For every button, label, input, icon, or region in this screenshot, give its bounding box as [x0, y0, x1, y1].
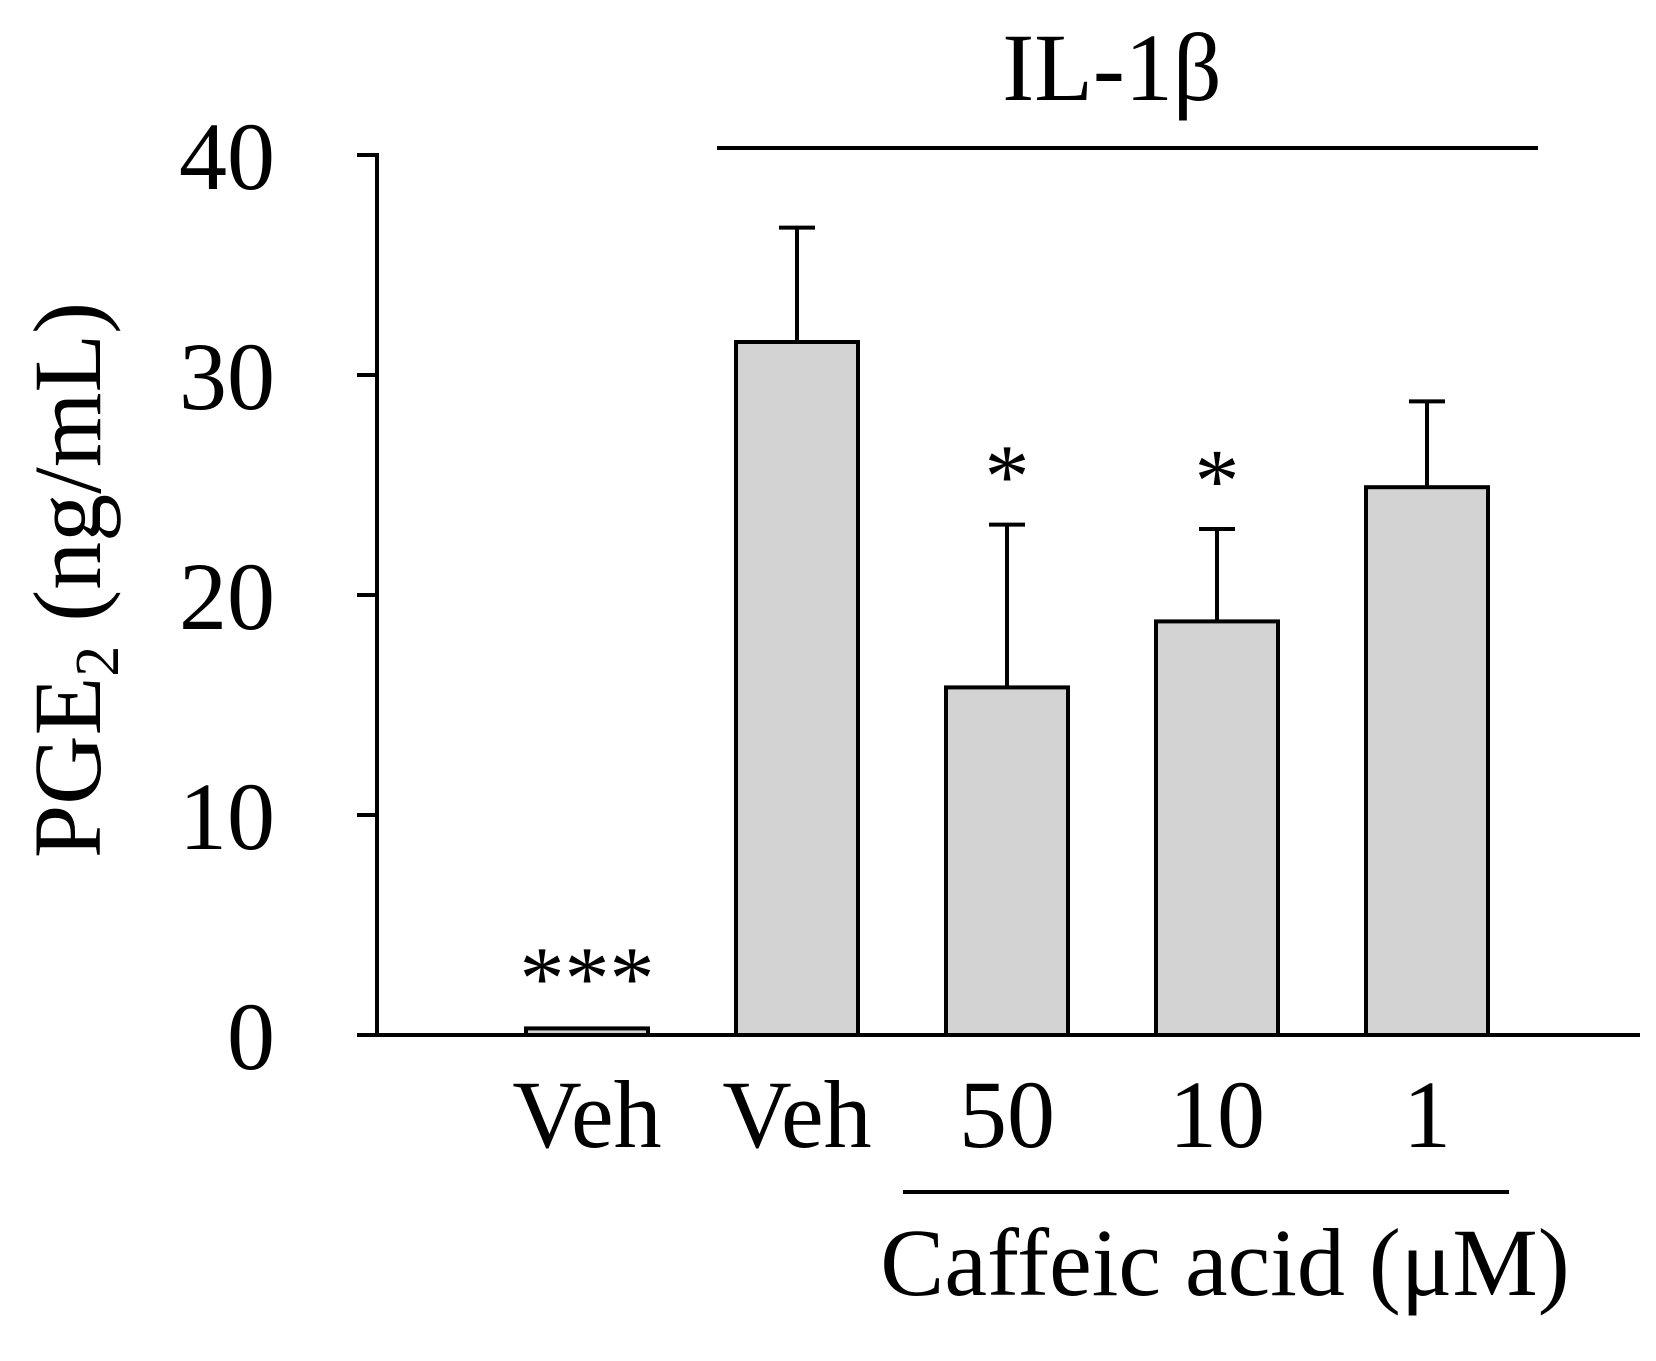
significance-marker-0: ***	[520, 929, 655, 1028]
bar-4	[1364, 485, 1490, 1037]
x-tick-label-1: Veh	[722, 1061, 871, 1168]
bar-3	[1154, 619, 1280, 1038]
bar-0	[524, 1026, 650, 1038]
x-tick-label-0: Veh	[512, 1061, 661, 1168]
significance-marker-3: *	[1195, 432, 1240, 531]
x-axis-title: Caffeic acid (μM)	[880, 1209, 1569, 1316]
significance-marker-2: *	[985, 428, 1030, 527]
x-tick-label-4: 1	[1403, 1061, 1451, 1168]
y-tick-label-2: 20	[179, 543, 275, 650]
y-axis: 0 10 20 30 40	[179, 103, 1640, 1090]
bar-2	[944, 685, 1070, 1038]
bars: **** *	[520, 225, 1490, 1038]
y-tick-label-4: 40	[179, 103, 275, 210]
y-axis-title: PGE2 (ng/mL)	[14, 302, 132, 858]
y-tick-label-1: 10	[179, 763, 275, 870]
il1b-group-label: IL-1β	[1002, 14, 1221, 121]
y-axis-title-subscript: 2	[64, 646, 132, 677]
x-tick-label-2: 50	[959, 1061, 1055, 1168]
y-tick-label-3: 30	[179, 323, 275, 430]
bar-1	[734, 340, 860, 1037]
x-tick-label-3: 10	[1169, 1061, 1265, 1168]
x-tick-labels: Veh Veh 50 10 1	[512, 1061, 1451, 1168]
y-tick-label-0: 0	[227, 983, 275, 1090]
